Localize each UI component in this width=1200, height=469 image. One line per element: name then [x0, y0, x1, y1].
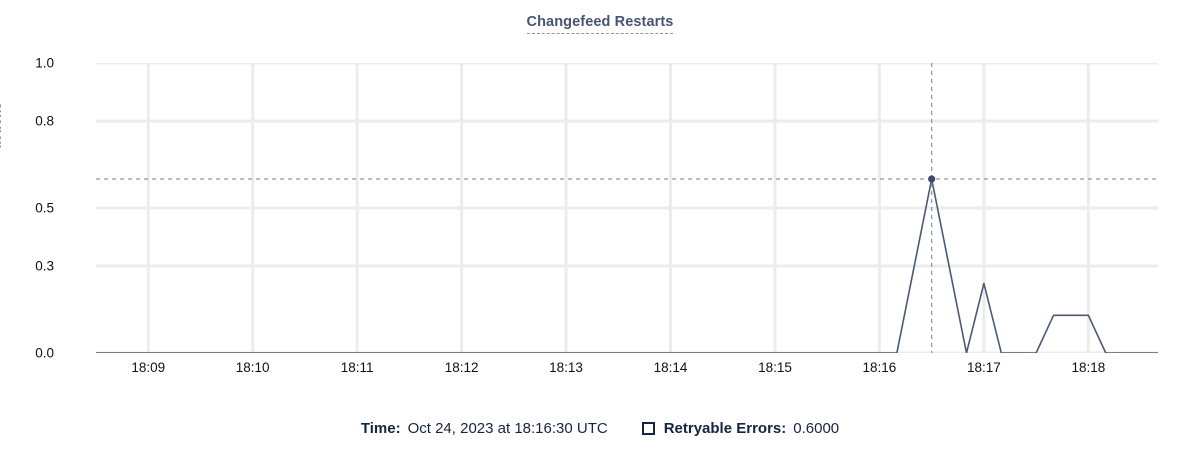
chart-title: Changefeed Restarts — [0, 14, 1200, 34]
x-tick-label: 18:18 — [1071, 360, 1106, 375]
x-tick-label: 18:17 — [966, 360, 1001, 375]
footer-time-label: Time: — [360, 420, 401, 437]
y-axis-title: actions — [0, 102, 4, 149]
legend-swatch-icon[interactable] — [641, 422, 655, 435]
x-tick-label: 18:12 — [444, 360, 479, 375]
chart-title-text: Changefeed Restarts — [526, 14, 674, 34]
plot-area[interactable]: 0.0 0.3 0.5 0.8 1.0 18:09 18:10 18:11 18:12 18:1… — [35, 56, 1158, 375]
chart-plot-svg[interactable] — [96, 63, 1158, 353]
chart-footer: Time: Oct 24, 2023 at 18:16:30 UTC Retry… — [0, 420, 1200, 437]
x-tick-label: 18:16 — [862, 360, 897, 375]
y-tick-label: 1.0 — [35, 55, 54, 71]
y-tick-label: 0.8 — [35, 113, 54, 129]
footer-time-value: Oct 24, 2023 at 18:16:30 UTC — [407, 420, 608, 437]
horizontal-gridlines — [96, 63, 1158, 353]
crosshair — [96, 63, 1158, 353]
footer-series-label: Retryable Errors: — [663, 420, 787, 437]
y-tick-label: 0.3 — [35, 258, 54, 274]
x-tick-label: 18:15 — [758, 360, 792, 375]
x-tick-label: 18:11 — [340, 360, 374, 375]
footer-time-group: Time: Oct 24, 2023 at 18:16:30 UTC — [361, 420, 608, 437]
y-tick-label: 0.5 — [35, 200, 54, 216]
x-tick-label: 18:13 — [549, 360, 583, 375]
footer-series-group[interactable]: Retryable Errors: 0.6000 — [641, 420, 840, 437]
x-tick-label: 18:10 — [235, 360, 270, 375]
footer-series-value: 0.6000 — [793, 420, 840, 437]
series-lines — [96, 178, 1158, 353]
x-tick-label: 18:09 — [131, 360, 166, 375]
vertical-gridlines — [146, 63, 1090, 353]
x-tick-label: 18:14 — [653, 360, 688, 375]
y-tick-label: 0.0 — [35, 345, 54, 361]
